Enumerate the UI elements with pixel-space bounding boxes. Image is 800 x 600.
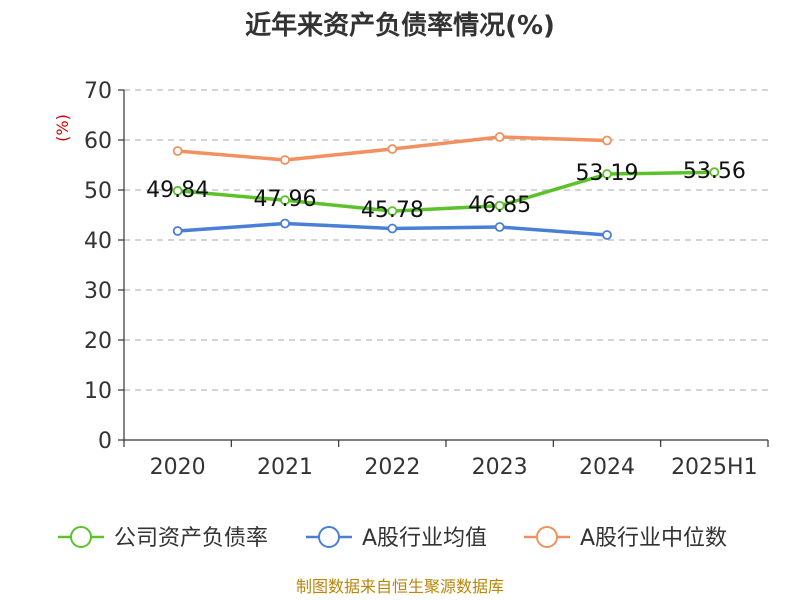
- data-point: [387, 206, 398, 217]
- data-point: [387, 144, 398, 154]
- y-tick-label: 40: [84, 229, 112, 254]
- legend: 公司资产负债率 A股行业均值 A股行业中位数: [58, 526, 727, 551]
- y-tick-label: 0: [98, 429, 112, 454]
- x-tick-label: 2021: [257, 455, 313, 480]
- legend-marker: [70, 526, 92, 548]
- data-point: [494, 200, 505, 211]
- series-lines: [172, 132, 720, 240]
- x-tick-label: 2024: [579, 455, 635, 480]
- source-note: 制图数据来自恒生聚源数据库: [296, 577, 504, 596]
- x-tick-label: 2023: [472, 455, 528, 480]
- legend-marker: [318, 526, 340, 548]
- y-tick-label: 50: [84, 179, 112, 204]
- data-label: 53.19: [576, 161, 639, 186]
- data-point: [172, 146, 183, 156]
- series-line: [177, 170, 715, 213]
- data-point: [602, 230, 612, 240]
- legend-label: 公司资产负债率: [114, 526, 268, 551]
- data-label: 47.96: [254, 187, 317, 212]
- data-point: [602, 135, 612, 146]
- data-point: [387, 223, 398, 234]
- y-tick-label: 60: [84, 129, 112, 154]
- y-tick-label: 10: [84, 379, 112, 404]
- data-point: [280, 195, 290, 206]
- chart-title: 近年来资产负债率情况(%): [245, 10, 555, 41]
- grid-lines: [124, 89, 768, 391]
- data-point: [172, 226, 183, 236]
- axes: 0 10 20 30 40 50 60 70 2020 2021 2022 2023 2024 2025H…: [84, 79, 769, 480]
- data-label: 49.84: [146, 178, 209, 203]
- data-point: [494, 222, 505, 232]
- data-point: [494, 132, 505, 142]
- data-label: 53.56: [683, 159, 746, 184]
- y-tick-label: 20: [84, 329, 112, 354]
- legend-label: A股行业均值: [362, 526, 487, 551]
- data-point: [602, 169, 612, 179]
- data-label: 46.85: [468, 193, 531, 218]
- data-label: 45.78: [361, 198, 424, 223]
- data-point: [172, 185, 183, 196]
- x-tick-label: 2025H1: [671, 455, 758, 480]
- legend-marker: [536, 526, 558, 548]
- y-tick-label: 30: [84, 279, 112, 304]
- data-point: [280, 155, 290, 165]
- x-tick-label: 2022: [364, 455, 420, 480]
- y-tick-label: 70: [84, 79, 112, 104]
- data-point: [280, 218, 290, 229]
- y-axis-unit-label: (%): [53, 114, 72, 142]
- data-point: [709, 167, 720, 178]
- data-labels: 49.84 47.96 45.78 46.85 53.19 53.56: [146, 159, 746, 223]
- legend-label: A股行业中位数: [580, 526, 727, 551]
- x-tick-label: 2020: [150, 455, 206, 480]
